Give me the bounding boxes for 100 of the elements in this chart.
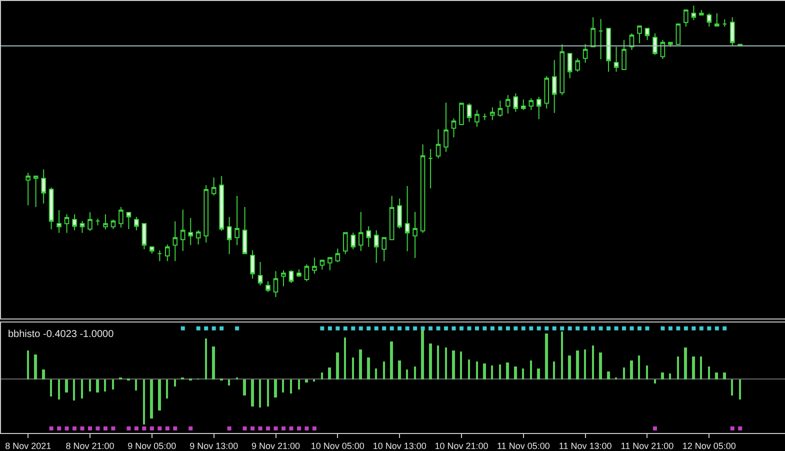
candlestick xyxy=(72,214,77,231)
bar xyxy=(715,372,718,380)
bar xyxy=(143,379,145,424)
bar xyxy=(27,350,29,380)
candlestick xyxy=(521,98,526,110)
candlestick xyxy=(150,246,154,254)
x-tick-label: 9 Nov 13:00 xyxy=(190,440,238,451)
candlestick xyxy=(188,218,194,246)
candlestick xyxy=(676,24,681,46)
bar xyxy=(150,379,153,418)
candlestick xyxy=(699,10,704,16)
candlestick xyxy=(88,212,92,232)
bar xyxy=(545,333,548,380)
bar xyxy=(58,379,60,400)
bar xyxy=(50,379,52,396)
candlestick xyxy=(312,257,317,274)
candlestick xyxy=(211,177,216,196)
candlestick xyxy=(343,232,348,255)
bar xyxy=(104,379,106,392)
candlestick xyxy=(219,176,224,232)
candlestick xyxy=(637,26,642,44)
bar xyxy=(654,379,656,384)
candlestick xyxy=(296,268,302,278)
bar xyxy=(81,379,83,398)
candlestick xyxy=(180,209,186,252)
bar xyxy=(553,361,555,380)
candlestick xyxy=(118,206,124,228)
bar xyxy=(630,360,633,380)
candlestick xyxy=(536,96,542,120)
bar xyxy=(723,372,726,380)
candlestick xyxy=(281,270,286,287)
bar xyxy=(328,367,331,380)
candlestick xyxy=(103,214,108,230)
bar xyxy=(576,350,579,380)
bar xyxy=(267,379,269,406)
candlestick xyxy=(56,210,62,234)
candlestick xyxy=(404,186,410,252)
bar xyxy=(692,356,695,380)
bar xyxy=(661,372,664,380)
bar xyxy=(739,379,741,400)
bar xyxy=(476,361,478,380)
bar xyxy=(623,367,625,380)
candlestick xyxy=(266,280,270,293)
x-tick-label: 9 Nov 21:00 xyxy=(251,440,300,451)
candlestick xyxy=(420,144,426,234)
candlestick xyxy=(80,220,85,234)
bar xyxy=(584,349,586,380)
bar xyxy=(367,357,370,380)
candlestick xyxy=(288,270,294,284)
bar xyxy=(522,368,524,380)
candlestick xyxy=(575,58,580,72)
candlestick xyxy=(242,206,248,254)
bar xyxy=(414,366,416,380)
candlestick xyxy=(273,270,278,298)
candlestick xyxy=(234,195,240,246)
candlestick xyxy=(33,176,38,208)
bar xyxy=(243,379,246,396)
x-tick-label: 11 Nov 21:00 xyxy=(620,440,674,451)
bar xyxy=(537,368,540,380)
bar xyxy=(290,379,292,394)
candlestick xyxy=(64,214,70,234)
bar xyxy=(452,350,455,380)
candlestick xyxy=(668,42,673,48)
candlestick xyxy=(304,264,310,282)
candlestick xyxy=(110,219,116,230)
bar xyxy=(158,379,161,410)
bar xyxy=(321,372,323,380)
candlestick xyxy=(560,44,564,96)
bar xyxy=(375,368,377,380)
bar xyxy=(638,355,640,380)
bar xyxy=(298,379,300,390)
bar xyxy=(568,355,571,380)
candlestick xyxy=(428,148,433,189)
candlestick xyxy=(582,44,588,64)
bar xyxy=(406,369,408,380)
candlestick xyxy=(436,128,441,159)
x-tick-label: 8 Nov 2021 xyxy=(5,440,52,451)
bar xyxy=(135,379,137,390)
candlestick xyxy=(335,248,340,263)
bar xyxy=(174,379,176,386)
x-tick-label: 11 Nov 05:00 xyxy=(496,440,550,451)
bar xyxy=(205,338,207,380)
candlestick xyxy=(157,250,162,262)
bar xyxy=(561,331,563,380)
bar xyxy=(592,345,594,380)
bar xyxy=(677,356,679,380)
candlestick xyxy=(328,257,332,271)
candlestick xyxy=(722,18,728,28)
bar xyxy=(607,371,610,380)
candlestick xyxy=(142,223,147,250)
candlestick xyxy=(451,118,456,138)
bar xyxy=(599,352,602,380)
candlestick xyxy=(622,40,626,71)
bar xyxy=(499,364,501,380)
candlestick xyxy=(226,216,232,255)
candlestick xyxy=(506,94,510,114)
candlestick xyxy=(320,260,325,270)
x-tick-label: 8 Nov 21:00 xyxy=(66,440,114,451)
bar xyxy=(383,361,385,380)
candlestick xyxy=(250,250,255,280)
